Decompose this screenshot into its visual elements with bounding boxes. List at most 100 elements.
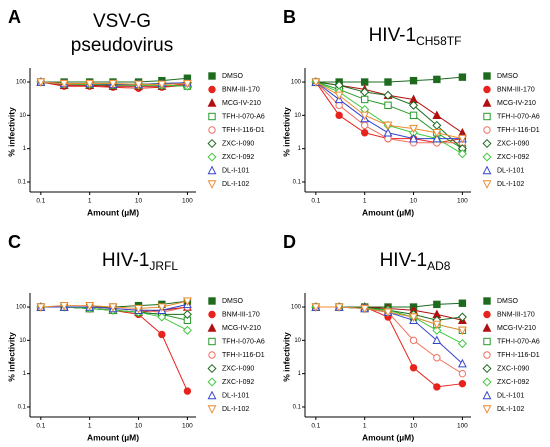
data-point <box>432 129 442 138</box>
data-point <box>360 121 369 130</box>
x-tick-label: 0.1 <box>36 198 45 205</box>
y-axis-label: % infectivity <box>6 107 16 157</box>
legend-label: DL-I-102 <box>222 406 249 413</box>
legend-label: DL-I-101 <box>222 392 249 399</box>
y-tick-label: 10 <box>19 113 26 119</box>
data-point <box>432 335 442 345</box>
data-point <box>409 336 418 345</box>
title-subscript: CH58TF <box>416 34 461 48</box>
y-tick-label: 1 <box>23 371 27 377</box>
data-point <box>383 90 393 100</box>
data-point <box>182 309 192 319</box>
legend-label: DL-I-102 <box>497 181 524 188</box>
panel: A VSV-G pseudovirus 0.1 1 10 100 0.1 1 10 100 Amoun… <box>6 7 265 218</box>
panel: D HIV-1AD8 0.1 1 10 100 0.1 1 10 100 Amount (µM) % … <box>281 232 540 443</box>
data-point <box>157 80 167 90</box>
data-point <box>182 297 192 307</box>
x-tick-label: 1 <box>88 423 92 430</box>
data-point <box>433 383 441 391</box>
legend-label: BNM-III-170 <box>222 86 260 93</box>
data-point <box>311 78 321 87</box>
title-subscript: AD8 <box>427 259 451 273</box>
y-axis-label: % infectivity <box>281 332 291 382</box>
legend-label: DMSO <box>222 73 244 80</box>
y-axis-label: % infectivity <box>6 332 16 382</box>
data-point <box>458 73 467 81</box>
x-tick-label: 10 <box>135 198 143 205</box>
legend-label: DL-I-101 <box>497 392 524 399</box>
series-line <box>40 306 188 392</box>
legend-label: MCG-IV-210 <box>497 100 536 107</box>
y-tick-label: 1 <box>23 146 27 152</box>
data-point <box>432 320 442 330</box>
legend-label: MCG-IV-210 <box>222 325 261 332</box>
legend-label: TFH-I-070-A6 <box>497 338 540 345</box>
data-point <box>334 91 344 101</box>
x-tick-label: 0.1 <box>311 423 320 430</box>
legend-label: DL-I-101 <box>222 167 249 174</box>
data-point <box>334 303 344 312</box>
legend-label: MCG-IV-210 <box>222 100 261 107</box>
legend-marker <box>208 72 216 80</box>
data-point <box>134 80 143 90</box>
title-main: HIV-1 <box>102 250 150 271</box>
data-point <box>360 95 369 104</box>
legend-marker <box>208 297 216 305</box>
y-tick-label: 0.1 <box>18 405 27 411</box>
data-point <box>383 308 393 318</box>
legend-marker <box>207 363 217 374</box>
legend-marker <box>207 405 217 414</box>
data-point <box>458 299 467 307</box>
data-point <box>311 303 321 312</box>
data-point <box>360 87 370 97</box>
legend-marker <box>482 377 492 387</box>
data-point <box>457 312 467 322</box>
legend-marker <box>207 377 217 387</box>
data-point <box>157 312 167 322</box>
legend-marker <box>483 85 491 94</box>
legend-marker <box>483 337 491 346</box>
data-point <box>409 364 418 372</box>
y-tick-label: 10 <box>294 338 301 344</box>
legend-label: DMSO <box>497 298 519 305</box>
title-subscript: JRFL <box>149 259 178 273</box>
legend-marker <box>482 363 492 374</box>
legend-marker <box>207 165 217 175</box>
legend-label: ZXC-I-090 <box>222 365 254 372</box>
legend-label: BNM-III-170 <box>222 311 260 318</box>
x-tick-label: 100 <box>182 198 193 205</box>
data-point <box>458 379 467 388</box>
data-point <box>134 304 143 314</box>
panel-letter: A <box>8 7 21 27</box>
y-tick-label: 100 <box>291 305 302 311</box>
data-point <box>182 325 192 335</box>
legend-marker <box>483 351 491 359</box>
legend-label: DL-I-102 <box>222 181 249 188</box>
legend-label: DMSO <box>497 73 519 80</box>
legend-marker <box>207 390 217 400</box>
x-tick-label: 100 <box>182 423 193 430</box>
data-point <box>457 358 467 368</box>
title-main: HIV-1 <box>369 25 417 46</box>
legend-marker <box>207 138 217 149</box>
legend-marker <box>208 85 216 94</box>
legend-marker <box>482 390 492 400</box>
y-tick-label: 0.1 <box>293 405 302 411</box>
data-point <box>433 75 441 84</box>
legend-label: BNM-III-170 <box>497 311 535 318</box>
data-point <box>157 303 167 312</box>
x-tick-label: 1 <box>363 198 367 205</box>
legend-marker <box>208 351 216 359</box>
panel-title: VSV-G <box>93 11 151 32</box>
data-point <box>182 79 192 89</box>
panel-title: HIV-1CH58TF <box>369 25 462 48</box>
x-axis-label: Amount (µM) <box>87 432 139 442</box>
legend-marker <box>482 152 492 162</box>
legend-marker <box>208 126 216 134</box>
data-point <box>384 78 392 86</box>
data-point <box>409 124 418 134</box>
legend-label: TFH-I-116-D1 <box>222 352 265 359</box>
data-point <box>432 325 442 335</box>
data-point <box>108 303 118 312</box>
